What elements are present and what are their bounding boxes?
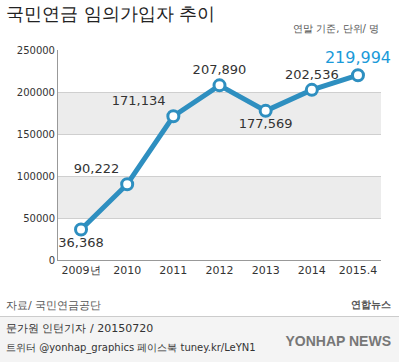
svg-text:2013: 2013: [252, 264, 280, 277]
svg-text:207,890: 207,890: [193, 62, 247, 77]
svg-text:90,222: 90,222: [74, 161, 120, 176]
svg-text:50000: 50000: [23, 213, 55, 224]
svg-text:2010: 2010: [113, 264, 141, 277]
svg-text:250000: 250000: [17, 45, 55, 56]
html-text:트위터 @yonhap_graphics 페이스북 tune: 트위터 @yonhap_graphics 페이스북 tuney.kr/LeYN1: [6, 342, 256, 353]
svg-text:0: 0: [49, 255, 55, 266]
svg-text:연말 기준, 단위/ 명: 연말 기준, 단위/ 명: [293, 23, 379, 34]
html-text:문가원 인턴기자 / 20150720: 문가원 인턴기자 / 20150720: [6, 322, 154, 335]
svg-text:2012: 2012: [206, 264, 234, 277]
svg-text:2014: 2014: [298, 264, 326, 277]
html-text:자료/ 국민연금공단: 자료/ 국민연금공단: [6, 299, 102, 312]
svg-text:2011: 2011: [159, 264, 187, 277]
svg-text:100000: 100000: [17, 171, 55, 182]
svg-text:150000: 150000: [17, 129, 55, 140]
svg-text:2015.4: 2015.4: [339, 264, 378, 277]
html-text:YONHAP NEWS: YONHAP NEWS: [285, 333, 391, 349]
svg-text:2009년: 2009년: [62, 264, 101, 277]
svg-text:219,994: 219,994: [325, 48, 391, 67]
svg-text:171,134: 171,134: [112, 93, 166, 108]
svg-text:202,536: 202,536: [285, 67, 339, 82]
svg-text:177,569: 177,569: [239, 116, 293, 131]
svg-text:국민연금 임의가입자 추이: 국민연금 임의가입자 추이: [6, 3, 215, 24]
html-text:연합뉴스: 연합뉴스: [351, 299, 391, 310]
svg-text:36,368: 36,368: [58, 235, 104, 250]
svg-text:200000: 200000: [17, 87, 55, 98]
